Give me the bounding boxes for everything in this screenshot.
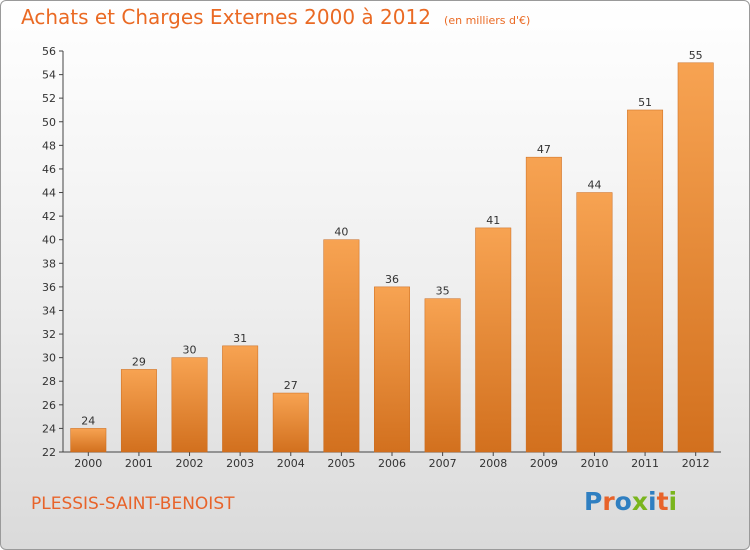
x-tick-label: 2010 — [580, 457, 608, 470]
y-tick-label: 32 — [42, 328, 56, 341]
proxiti-logo: Proxiti — [584, 489, 677, 514]
bar — [525, 156, 562, 453]
logo-letter: x — [631, 487, 648, 516]
data-label: 24 — [81, 414, 95, 427]
bar — [424, 298, 461, 453]
x-tick-label: 2001 — [125, 457, 153, 470]
data-label: 30 — [183, 344, 197, 357]
y-tick-label: 26 — [42, 399, 56, 412]
chart-title: Achats et Charges Externes 2000 à 2012 — [21, 5, 431, 29]
logo-letter: i — [668, 487, 678, 516]
x-tick-label: 2005 — [327, 457, 355, 470]
x-tick-label: 2000 — [74, 457, 102, 470]
y-tick-label: 42 — [42, 210, 56, 223]
bar — [70, 428, 107, 453]
data-label: 27 — [284, 379, 298, 392]
data-label: 51 — [638, 96, 652, 109]
x-tick-label: 2007 — [429, 457, 457, 470]
logo-letter: t — [656, 487, 669, 516]
y-tick-label: 22 — [42, 446, 56, 459]
logo-letter: i — [648, 487, 657, 516]
y-tick-label: 46 — [42, 163, 56, 176]
x-tick-label: 2002 — [176, 457, 204, 470]
bar — [272, 392, 309, 453]
title-row: Achats et Charges Externes 2000 à 2012 (… — [21, 5, 530, 29]
y-tick-label: 50 — [42, 116, 56, 129]
x-tick-label: 2008 — [479, 457, 507, 470]
logo-letter: r — [602, 487, 615, 516]
commune-name: PLESSIS-SAINT-BENOIST — [31, 494, 235, 514]
x-tick-label: 2009 — [530, 457, 558, 470]
logo-letter: P — [584, 487, 603, 516]
bar — [323, 239, 360, 453]
y-tick-label: 36 — [42, 281, 56, 294]
chart-unit: (en milliers d'€) — [444, 14, 531, 27]
x-tick-label: 2004 — [277, 457, 305, 470]
data-label: 55 — [689, 49, 703, 62]
bar — [120, 369, 157, 453]
bar — [627, 109, 664, 453]
x-tick-label: 2006 — [378, 457, 406, 470]
data-label: 29 — [132, 355, 146, 368]
data-label: 44 — [587, 179, 601, 192]
y-tick-label: 54 — [42, 69, 56, 82]
y-tick-label: 48 — [42, 139, 56, 152]
data-label: 36 — [385, 273, 399, 286]
x-tick-label: 2011 — [631, 457, 659, 470]
data-label: 41 — [486, 214, 500, 227]
bar — [677, 62, 714, 453]
bar — [222, 345, 259, 453]
y-tick-label: 40 — [42, 234, 56, 247]
y-tick-label: 24 — [42, 422, 56, 435]
bar — [374, 286, 410, 453]
x-tick-label: 2003 — [226, 457, 254, 470]
data-label: 40 — [334, 226, 348, 239]
bar — [475, 227, 512, 453]
y-tick-label: 28 — [42, 375, 56, 388]
y-tick-label: 30 — [42, 352, 56, 365]
data-label: 47 — [537, 143, 551, 156]
y-tick-label: 52 — [42, 92, 56, 105]
y-tick-label: 34 — [42, 304, 56, 317]
y-tick-label: 44 — [42, 187, 56, 200]
plot-area: 22 24 26 28 30 32 34 36 38 40 42 44 46 48 50 52 54 56 2000… — [42, 45, 721, 470]
bar — [576, 192, 613, 453]
y-tick-label: 56 — [42, 45, 56, 58]
data-label: 35 — [436, 285, 450, 298]
bar — [171, 357, 208, 453]
y-tick-label: 38 — [42, 257, 56, 270]
data-label: 31 — [233, 332, 247, 345]
x-tick-label: 2012 — [682, 457, 710, 470]
logo-letter: o — [614, 487, 632, 516]
